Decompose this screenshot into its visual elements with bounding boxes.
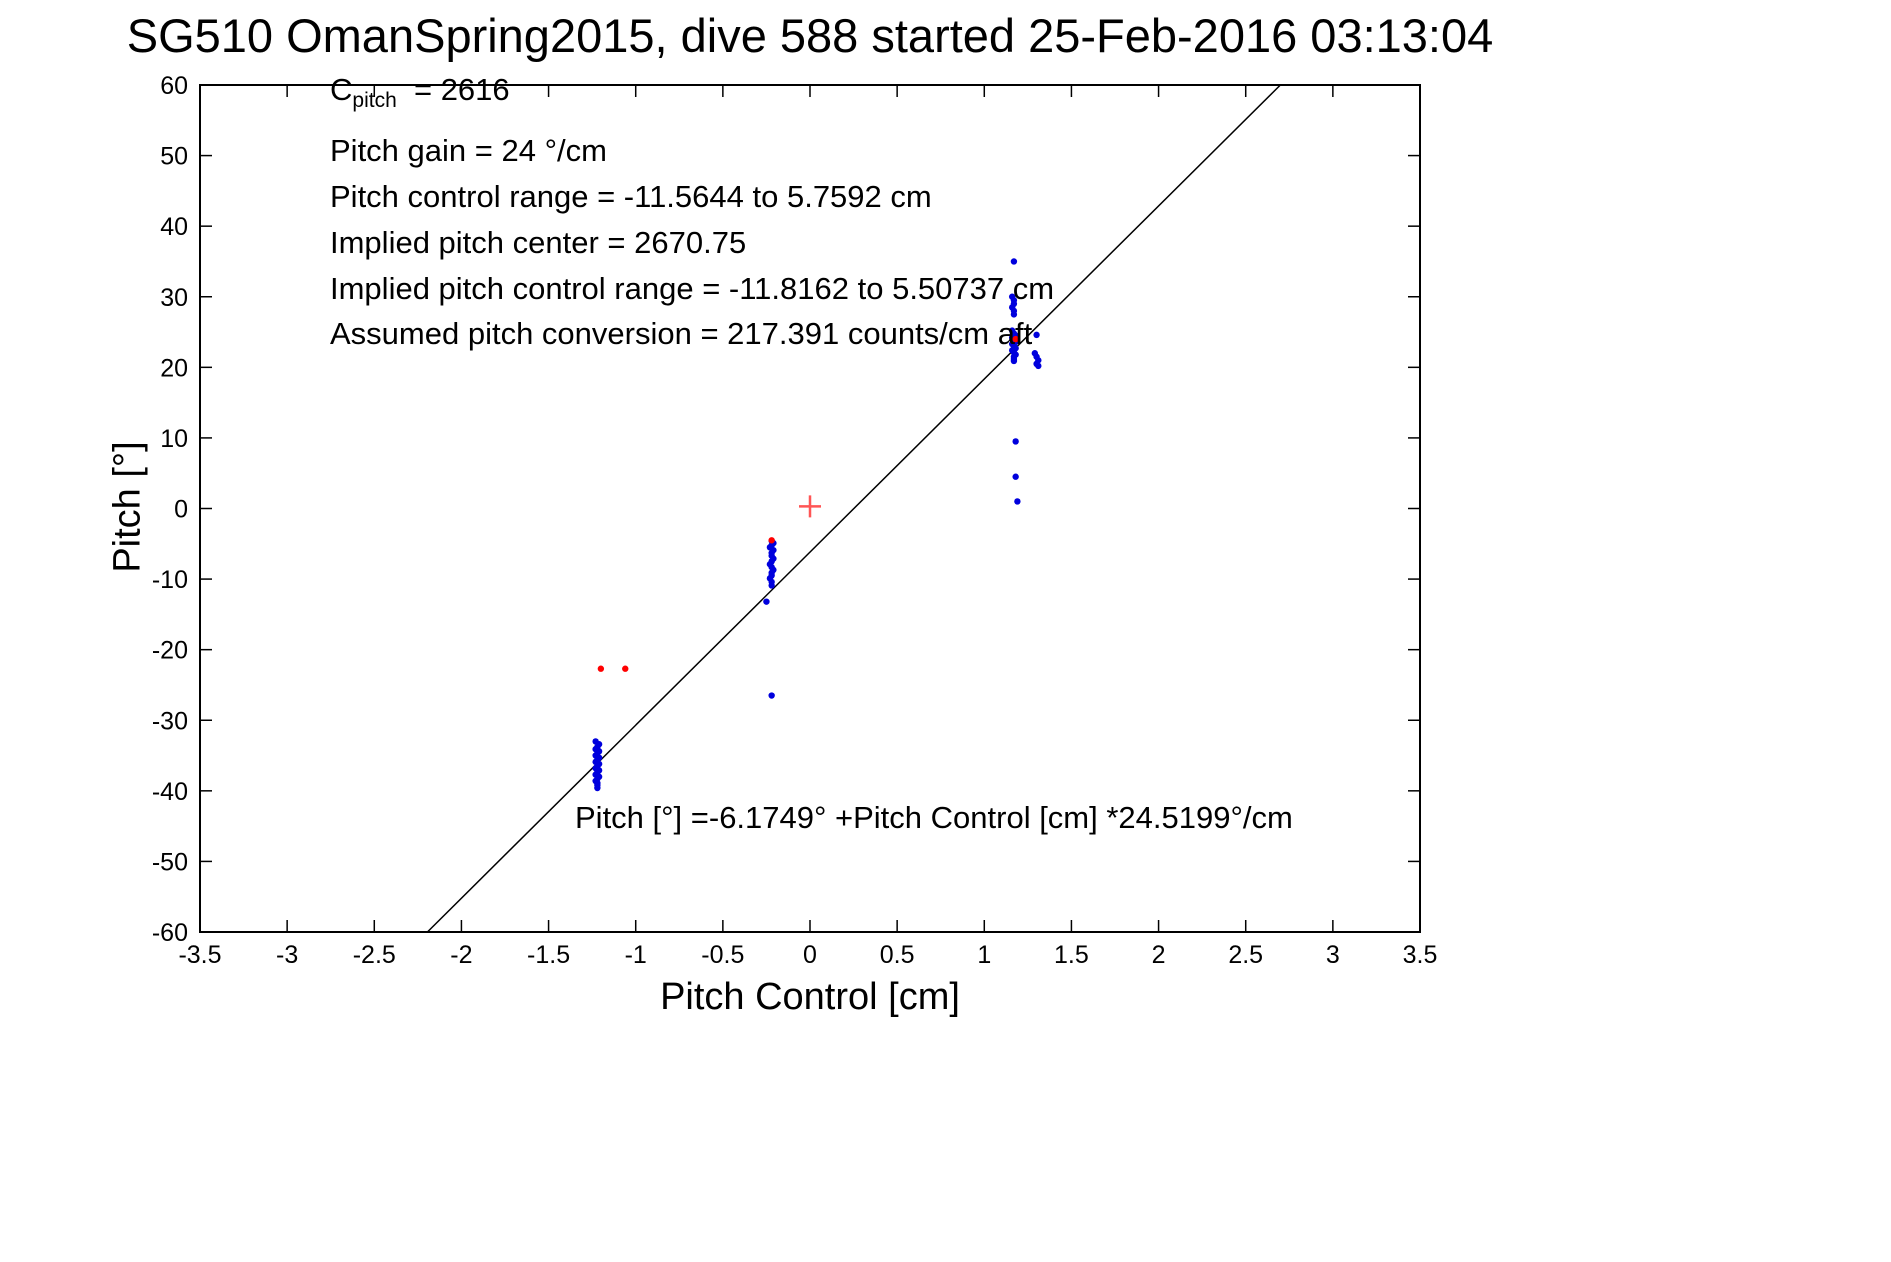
- fit-equation-label: Pitch [°] =-6.1749° +Pitch Control [cm] …: [575, 800, 1293, 835]
- annotation-implied-pitch-center: Implied pitch center = 2670.75: [330, 225, 747, 260]
- annotation-cpitch: Cpitch = 2616: [330, 72, 510, 113]
- cpitch-subscript: pitch: [352, 89, 397, 113]
- y-tick-label: 20: [160, 354, 188, 382]
- x-axis-label: Pitch Control [cm]: [660, 976, 960, 1018]
- pitch-observations-point: [768, 582, 775, 589]
- y-tick-label: -30: [152, 707, 188, 735]
- pitch-observations-point: [1012, 438, 1019, 445]
- fit-line: [426, 84, 1281, 933]
- flagged-observations-point: [597, 665, 605, 672]
- x-tick-label: 2.5: [1228, 941, 1263, 969]
- y-tick-label: 60: [160, 72, 188, 100]
- x-tick-label: 2: [1152, 941, 1166, 969]
- x-tick-label: 0: [803, 941, 817, 969]
- x-tick-label: -0.5: [701, 941, 744, 969]
- pitch-observations-point: [1035, 362, 1042, 370]
- cpitch-value: = 2616: [396, 72, 510, 107]
- x-tick-label: 3: [1326, 941, 1340, 969]
- pitch-observations-point: [1012, 473, 1019, 480]
- pitch-observations-point: [594, 784, 601, 792]
- pitch-observations-point: [1010, 357, 1018, 365]
- pitch-observations-point: [1014, 498, 1021, 505]
- x-tick-label: -2: [450, 941, 472, 969]
- cpitch-symbol: C: [330, 72, 353, 107]
- y-tick-label: -50: [152, 848, 188, 876]
- y-tick-label: 40: [160, 213, 188, 241]
- y-tick-label: 30: [160, 284, 188, 312]
- y-tick-label: 10: [160, 425, 188, 453]
- x-tick-label: -1: [625, 941, 647, 969]
- flagged-observations-point: [768, 537, 775, 544]
- flagged-observations-point: [1012, 335, 1019, 343]
- x-tick-label: -3: [276, 941, 298, 969]
- pitch-observations-point: [1010, 311, 1018, 318]
- implied-pitch-center-marker: [799, 495, 821, 518]
- y-tick-label: 50: [160, 143, 188, 171]
- y-tick-label: -60: [152, 919, 188, 947]
- x-tick-label: 1: [977, 941, 991, 969]
- pitch-observations-point: [768, 692, 775, 699]
- y-tick-label: -10: [152, 566, 188, 594]
- y-tick-label: -40: [152, 778, 188, 806]
- annotation-assumed-pitch-conversion: Assumed pitch conversion = 217.391 count…: [330, 316, 1033, 351]
- pitch-observations-point: [1033, 331, 1040, 339]
- x-tick-label: -2.5: [353, 941, 396, 969]
- chart-title: SG510 OmanSpring2015, dive 588 started 2…: [126, 9, 1494, 62]
- flagged-observations-point: [622, 665, 629, 672]
- y-tick-label: -20: [152, 637, 188, 665]
- pitch-observations-point: [763, 598, 770, 605]
- pitch-observations-point: [1010, 258, 1018, 265]
- x-tick-label: 0.5: [880, 941, 915, 969]
- y-tick-label: 0: [174, 496, 188, 524]
- annotation-pitch-control-range: Pitch control range = -11.5644 to 5.7592…: [330, 179, 932, 214]
- y-axis-label: Pitch [°]: [106, 441, 149, 573]
- x-tick-label: -1.5: [527, 941, 570, 969]
- annotation-implied-pitch-control-range: Implied pitch control range = -11.8162 t…: [330, 271, 1055, 306]
- x-tick-label: -3.5: [178, 941, 221, 969]
- x-tick-label: 3.5: [1403, 941, 1438, 969]
- annotation-pitch-gain: Pitch gain = 24 °/cm: [330, 133, 607, 168]
- x-tick-label: 1.5: [1054, 941, 1089, 969]
